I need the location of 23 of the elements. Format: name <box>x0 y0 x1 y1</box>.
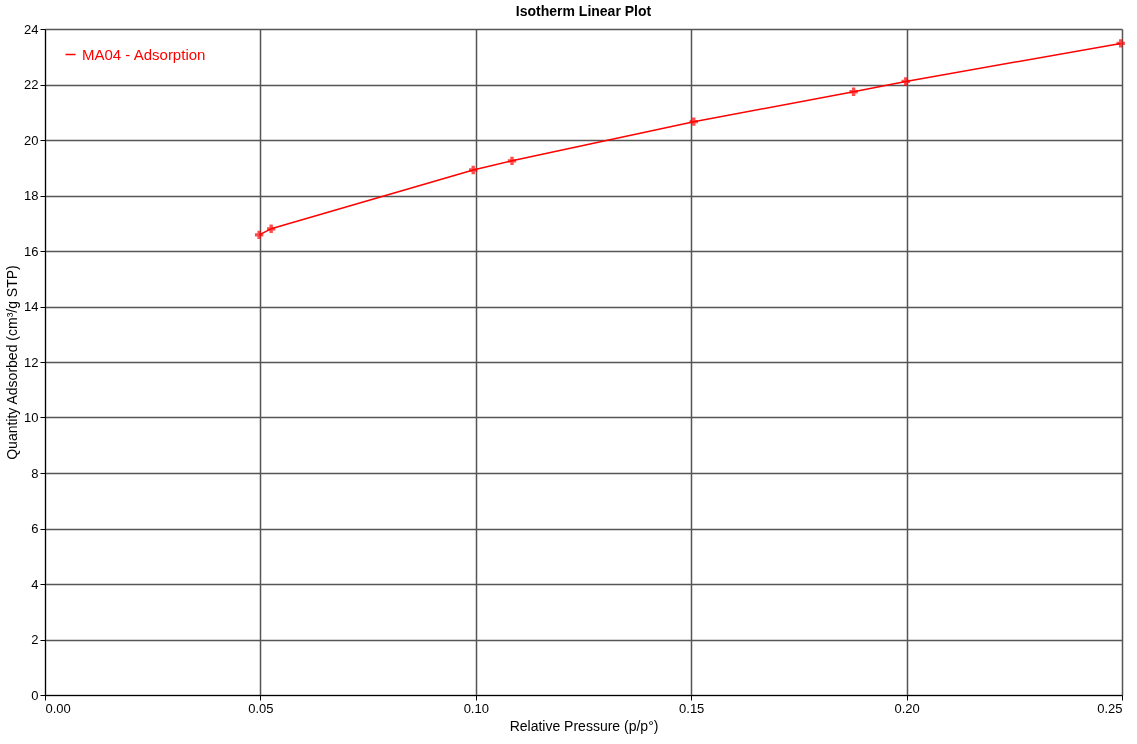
x-tick-label: 0.15 <box>679 700 705 716</box>
y-tick-label: 18 <box>24 188 39 203</box>
y-tick-label: 12 <box>24 354 39 370</box>
y-tick-label: 24 <box>24 21 39 37</box>
y-tick-label: 0 <box>31 687 39 703</box>
y-tick-label: 20 <box>24 132 39 148</box>
chart-title: Isotherm Linear Plot <box>515 3 652 19</box>
y-tick-label: 22 <box>24 77 39 92</box>
y-tick-label: 6 <box>31 521 39 536</box>
y-tick-label: 2 <box>31 632 39 647</box>
x-tick-label: 0.10 <box>463 700 489 716</box>
y-tick-label: 16 <box>24 243 39 259</box>
x-tick-label: 0.20 <box>894 700 920 716</box>
x-tick-label: 0.00 <box>45 700 71 716</box>
x-tick-label: 0.05 <box>248 700 274 716</box>
x-tick-label: 0.25 <box>1097 700 1123 716</box>
y-axis-title: Quantity Adsorbed (cm³/g STP) <box>4 265 21 460</box>
y-tick-label: 8 <box>31 465 39 481</box>
y-tick-label: 4 <box>31 576 39 592</box>
legend-label: MA04 - Adsorption <box>82 45 206 63</box>
y-tick-label: 10 <box>24 410 39 425</box>
y-tick-label: 14 <box>24 299 39 314</box>
x-axis-title: Relative Pressure (p/p°) <box>509 717 659 734</box>
